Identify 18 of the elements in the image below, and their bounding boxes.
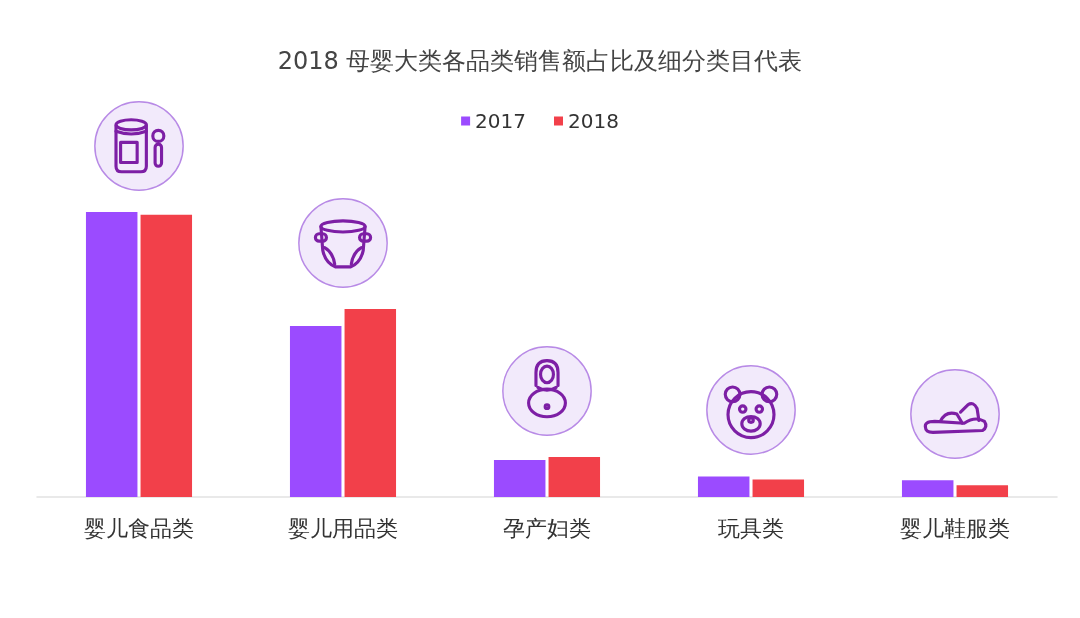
legend-label: 2017 [475, 109, 527, 133]
bar [140, 214, 193, 497]
bar [752, 479, 805, 497]
legend-label: 2018 [568, 109, 619, 133]
bar [956, 485, 1009, 497]
x-tick-label: 婴儿用品类 [288, 515, 398, 541]
chart-title: 2018 母婴大类各品类销售额占比及细分类目代表 [277, 47, 803, 75]
x-tick-label: 婴儿食品类 [84, 515, 194, 541]
bar [901, 480, 954, 497]
bar [344, 308, 397, 497]
bar [548, 457, 601, 497]
bar [289, 326, 342, 497]
x-tick-label: 婴儿鞋服类 [900, 515, 1010, 541]
x-tick-label: 孕产妇类 [503, 515, 591, 541]
x-tick-label: 玩具类 [718, 515, 784, 541]
bar [697, 476, 750, 497]
bar [493, 459, 546, 497]
bar [85, 212, 138, 497]
